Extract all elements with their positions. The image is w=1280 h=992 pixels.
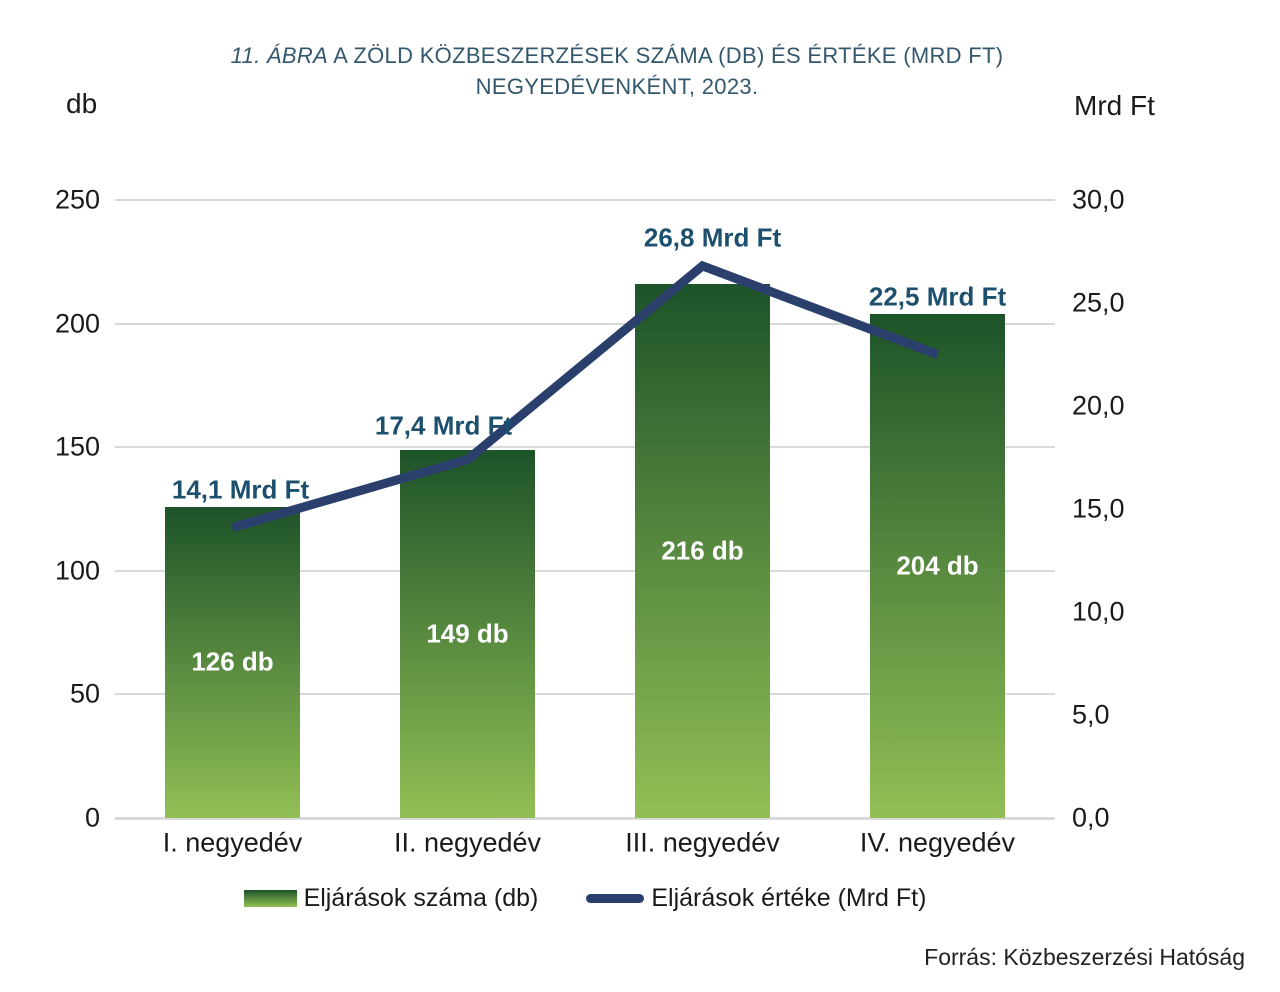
right-axis-unit: Mrd Ft (1074, 90, 1155, 121)
legend-label-line: Eljárások értéke (Mrd Ft) (651, 883, 927, 912)
bar (165, 506, 300, 818)
gridline (115, 816, 1055, 820)
gridline (115, 569, 1055, 572)
right-axis-tick: 5,0 (1072, 699, 1110, 730)
right-axis-tick: 25,0 (1072, 287, 1125, 318)
source-note: Forrás: Közbeszerzési Hatóság (924, 944, 1245, 970)
x-axis-category-label: II. negyedév (393, 827, 542, 858)
right-axis-tick: 0,0 (1072, 802, 1110, 833)
bar-value-label: 204 db (896, 550, 979, 581)
left-axis-tick: 200 (54, 308, 100, 339)
chart-title-line2: NEGYEDÉVENKÉNT, 2023. (475, 74, 759, 99)
right-axis-tick: 15,0 (1072, 493, 1125, 524)
left-axis-unit: db (66, 88, 98, 119)
left-axis-tick: 50 (69, 678, 100, 709)
x-axis-category-label: IV. negyedév (859, 827, 1016, 858)
legend-item-line: Eljárások értéke (Mrd Ft) (586, 884, 926, 913)
chart-title-line1: 11. ÁBRA A ZÖLD KÖZBESZERZÉSEK SZÁMA (DB… (0, 40, 1234, 71)
legend-label-bars: Eljárások száma (db) (303, 883, 539, 912)
right-axis-tick: 20,0 (1072, 390, 1125, 421)
right-axis-tick: 30,0 (1072, 184, 1125, 215)
bar-series-swatch (243, 889, 297, 907)
line-value-label: 22,5 Mrd Ft (868, 281, 1007, 311)
right-axis-tick: 10,0 (1072, 596, 1125, 627)
left-axis-tick: 250 (54, 184, 100, 215)
bar-value-label: 126 db (191, 646, 274, 677)
bar-value-label: 216 db (661, 535, 744, 566)
left-axis-tick: 0 (84, 802, 100, 833)
line-value-label: 17,4 Mrd Ft (374, 410, 513, 441)
gridline (115, 199, 1055, 201)
legend: Eljárások száma (db) Eljárások értéke (M… (115, 878, 1055, 918)
x-axis-category-label: III. negyedév (625, 827, 780, 858)
line-series-swatch (586, 893, 645, 903)
line-value-label: 26,8 Mrd Ft (643, 222, 782, 253)
gridline (115, 693, 1055, 696)
chart-title: 11. ÁBRA A ZÖLD KÖZBESZERZÉSEK SZÁMA (DB… (0, 40, 1234, 102)
line-value-label: 14,1 Mrd Ft (171, 474, 310, 505)
line-series (231, 260, 940, 532)
figure-number: 11. ÁBRA (230, 43, 329, 68)
left-axis-tick: 100 (54, 555, 100, 586)
legend-item-bars: Eljárások száma (db) (243, 883, 539, 913)
bar-value-label: 149 db (426, 618, 509, 649)
left-axis-tick: 150 (54, 431, 100, 462)
chart-title-text: A ZÖLD KÖZBESZERZÉSEK SZÁMA (DB) ÉS ÉRTÉ… (333, 43, 1004, 68)
x-axis-category-label: I. negyedév (162, 827, 303, 858)
